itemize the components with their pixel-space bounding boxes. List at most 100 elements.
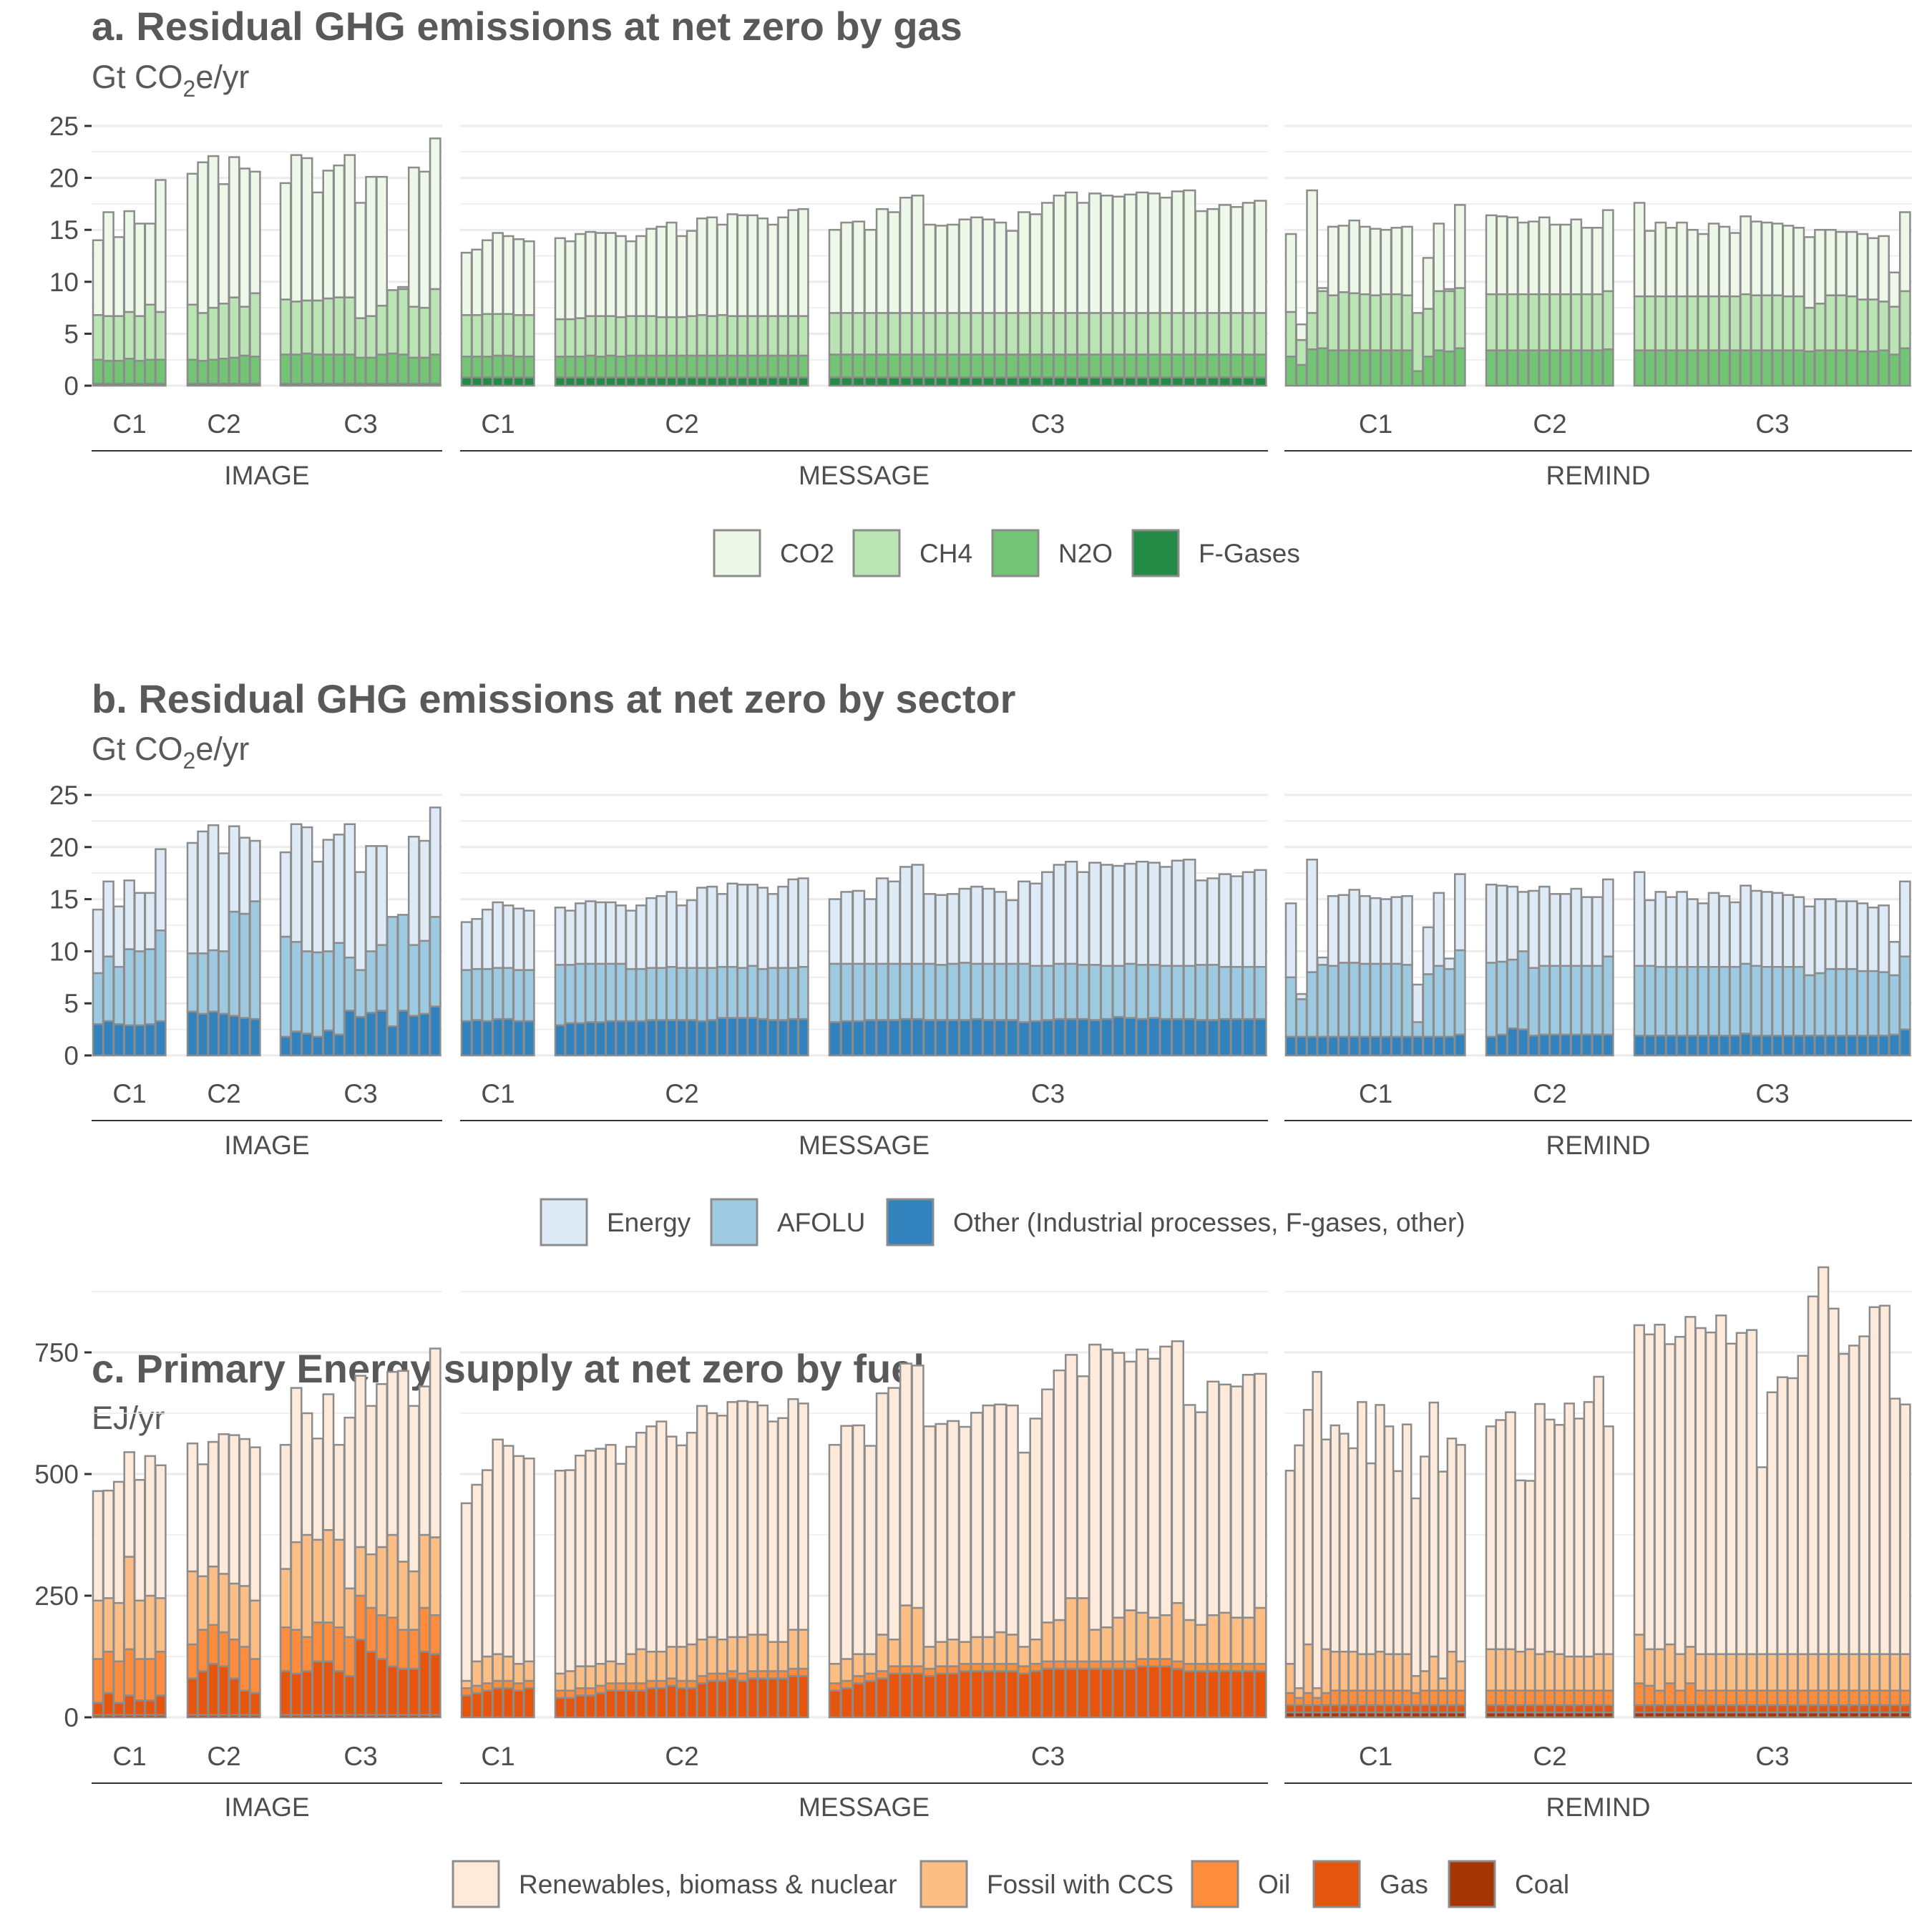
bar-segment	[1603, 1704, 1614, 1714]
bar	[1453, 873, 1466, 1057]
bar	[1065, 1354, 1078, 1719]
bar-segment	[365, 175, 378, 317]
legend-item: Energy	[540, 1198, 691, 1246]
bar-segment	[922, 893, 937, 965]
bar-segment	[1697, 233, 1709, 298]
bar-segment	[864, 1672, 877, 1682]
bar-segment	[1867, 350, 1880, 387]
bar-segment	[1422, 926, 1435, 975]
bar-segment	[946, 1665, 960, 1675]
bar	[429, 806, 441, 1057]
bar-segment	[1665, 349, 1678, 387]
bar-segment	[1676, 295, 1688, 351]
bar-segment	[1835, 230, 1848, 296]
bar	[112, 905, 125, 1057]
bar	[1735, 1332, 1747, 1719]
bar	[615, 235, 627, 387]
bar-segment	[1694, 1704, 1707, 1714]
bar-segment	[1147, 353, 1161, 379]
bar-segment	[564, 240, 577, 321]
bar	[1665, 896, 1678, 1057]
bar-segment	[1017, 211, 1031, 314]
bar-segment	[343, 154, 356, 298]
bar-segment	[1878, 904, 1890, 973]
bar	[1241, 1374, 1256, 1719]
bar-segment	[492, 232, 504, 316]
bar-segment	[575, 356, 587, 379]
bar	[1570, 887, 1583, 1057]
bar-segment	[238, 1017, 251, 1057]
bar-segment	[512, 1682, 525, 1692]
bar-segment	[1601, 348, 1614, 387]
bar-segment	[1505, 1704, 1516, 1714]
bar-segment	[1563, 1704, 1575, 1714]
bar-segment	[1420, 1455, 1430, 1672]
bar	[397, 914, 409, 1057]
bar	[1433, 892, 1445, 1057]
bar-segment	[92, 1490, 104, 1602]
bar-segment	[1766, 1653, 1778, 1692]
bar-segment	[1674, 1704, 1687, 1714]
bar-segment	[1401, 1423, 1413, 1655]
bar-segment	[922, 1425, 937, 1648]
bar-segment	[1183, 1670, 1196, 1719]
bar-segment	[899, 1604, 913, 1667]
bar-segment	[1017, 376, 1031, 387]
bar	[407, 835, 420, 1057]
bar-segment	[1838, 1653, 1850, 1692]
bar-segment	[311, 191, 324, 302]
bar-segment	[1218, 1383, 1232, 1614]
bar-segment	[1676, 965, 1688, 1037]
bar-segment	[429, 1005, 441, 1057]
bar	[134, 1478, 146, 1719]
bar-segment	[665, 354, 678, 379]
legend-label: AFOLU	[777, 1208, 865, 1237]
bar	[460, 251, 473, 387]
bar-segment	[197, 1629, 209, 1672]
bar-segment	[365, 1650, 378, 1716]
bar-segment	[1848, 1704, 1860, 1714]
bar-segment	[1496, 884, 1508, 963]
bar	[1065, 860, 1078, 1057]
bar-segment	[554, 964, 566, 1027]
bar-segment	[322, 839, 335, 952]
bar-segment	[418, 356, 431, 385]
bar-segment	[460, 1020, 473, 1057]
bar-segment	[1782, 295, 1795, 351]
bar-segment	[1433, 223, 1445, 293]
bar-segment	[1725, 1704, 1737, 1714]
legend-swatch	[452, 1860, 500, 1908]
bar-segment	[1123, 1660, 1137, 1670]
bar-segment	[1392, 1704, 1403, 1714]
bar	[605, 1443, 617, 1719]
bar-segment	[1433, 290, 1445, 351]
bar-segment	[207, 1440, 220, 1568]
bar-segment	[706, 315, 718, 357]
bar-segment	[279, 1443, 292, 1570]
bar-segment	[1005, 230, 1019, 314]
bar-segment	[1824, 898, 1837, 970]
bar-segment	[1496, 215, 1508, 296]
bar	[1369, 897, 1382, 1057]
chart-panel-2: b. Residual GHG emissions at net zero by…	[49, 676, 1912, 1246]
bar-segment	[238, 167, 251, 308]
bar-segment	[1845, 349, 1858, 387]
bar-segment	[1601, 1033, 1614, 1057]
bar	[290, 1387, 303, 1719]
bar-segment	[301, 299, 313, 355]
bar	[1401, 1423, 1413, 1719]
bar-segment	[970, 1670, 984, 1719]
bar-segment	[1867, 298, 1880, 353]
bar-segment	[1100, 376, 1113, 387]
bar-segment	[595, 1448, 607, 1665]
bar-segment	[615, 1689, 627, 1719]
bar-segment	[911, 195, 924, 314]
bar-segment	[343, 1416, 356, 1590]
bar-segment	[686, 1019, 698, 1057]
bar-segment	[922, 312, 937, 356]
bar-segment	[1230, 875, 1244, 968]
bar-segment	[1017, 312, 1031, 356]
bar	[1017, 1451, 1031, 1719]
bar-segment	[777, 1677, 789, 1719]
bar	[1443, 288, 1455, 387]
